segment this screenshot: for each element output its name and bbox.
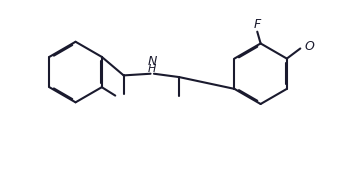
Text: F: F — [253, 18, 261, 31]
Text: O: O — [305, 40, 315, 53]
Text: H: H — [148, 64, 156, 74]
Text: N: N — [148, 55, 157, 68]
